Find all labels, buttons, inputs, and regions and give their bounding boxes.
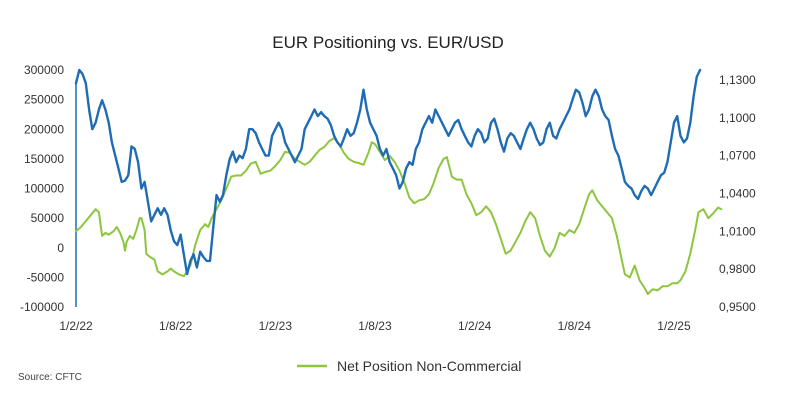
series-layer — [74, 68, 723, 295]
y-right-tick-label: 1,0400 — [719, 187, 756, 201]
y-left-tick-label: 200000 — [24, 122, 64, 136]
chart-title: EUR Positioning vs. EUR/USD — [272, 33, 503, 52]
net-position-line — [75, 137, 723, 295]
x-tick-label: 1/2/24 — [458, 319, 492, 333]
y-right-tick-label: 0,9800 — [719, 262, 756, 276]
y-right-tick-label: 1,0100 — [719, 224, 756, 238]
y-right-axis: 1,1300 1,1000 1,0700 1,0400 1,0100 0,9800 0,95… — [719, 73, 756, 314]
y-left-tick-label: 100000 — [24, 182, 64, 196]
legend: Net Position Non-Commercial — [297, 358, 521, 374]
y-left-tick-label: 250000 — [24, 93, 64, 107]
x-tick-label: 1/8/23 — [358, 319, 392, 333]
x-tick-label: 1/2/23 — [259, 319, 293, 333]
y-left-tick-label: 50000 — [31, 211, 65, 225]
y-left-tick-label: -50000 — [27, 270, 65, 284]
source-note: Source: CFTC — [18, 372, 82, 383]
y-left-axis: 300000 250000 200000 150000 100000 50000 0 -500… — [20, 63, 64, 314]
legend-label-net-position: Net Position Non-Commercial — [337, 358, 521, 374]
y-left-tick-label: 0 — [57, 241, 64, 255]
x-tick-label: 1/2/25 — [657, 319, 691, 333]
y-right-tick-label: 1,0700 — [719, 149, 756, 163]
y-left-tick-label: 300000 — [24, 63, 64, 77]
eurusd-line — [74, 68, 702, 276]
x-tick-label: 1/8/22 — [159, 319, 193, 333]
y-left-tick-label: 150000 — [24, 152, 64, 166]
x-axis: 1/2/22 1/8/22 1/2/23 1/8/23 1/2/24 1/8/24 1/2/… — [59, 319, 691, 333]
x-tick-label: 1/8/24 — [558, 319, 592, 333]
y-right-tick-label: 1,1300 — [719, 73, 756, 87]
y-right-tick-label: 0,9500 — [719, 300, 756, 314]
y-right-tick-label: 1,1000 — [719, 111, 756, 125]
y-left-tick-label: -100000 — [20, 300, 64, 314]
x-tick-label: 1/2/22 — [59, 319, 93, 333]
